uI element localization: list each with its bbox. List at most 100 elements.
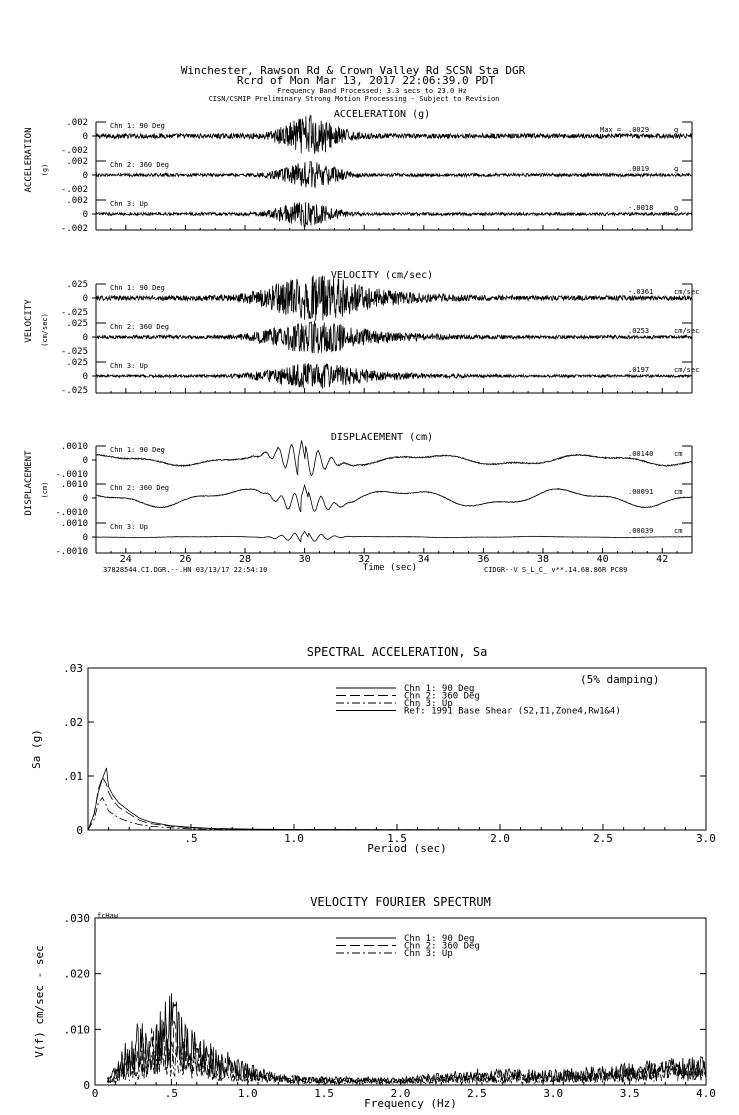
channel-trace-group: .025 0 -.025 Chn 3: Up .0197 cm/sec xyxy=(61,358,699,396)
fourier-spectrum-panel: VELOCITY FOURIER SPECTRUM 0 .010 .020 .030 0.… xyxy=(33,895,716,1110)
channel-name: Chn 3: Up xyxy=(110,362,148,370)
y-tick-label: -.0010 xyxy=(55,508,88,518)
corner-label: fcHaw xyxy=(97,912,119,920)
panel-unit-label: (cm) xyxy=(41,482,49,499)
footer-processing-code: CIDGR--V S_L_C_ v**.14.68.86R PC89 xyxy=(484,566,627,574)
y-tick-label: .002 xyxy=(66,196,88,206)
peak-unit: g xyxy=(674,126,678,134)
y-tick-label: .03 xyxy=(63,662,83,675)
x-tick-label: 40 xyxy=(597,554,609,565)
y-tick-label: 0 xyxy=(83,294,88,304)
channel-trace-group: .002 0 -.002 Chn 2: 360 Deg .0019 g xyxy=(61,157,693,195)
x-tick-label: 1.0 xyxy=(238,1087,258,1100)
y-tick-label: 0 xyxy=(83,456,88,466)
panel-unit-label: (g) xyxy=(41,164,49,177)
peak-unit: cm xyxy=(674,527,682,535)
legend-label: Chn 3: Up xyxy=(404,949,453,959)
channel-trace xyxy=(95,115,693,154)
channel-name: Chn 1: 90 Deg xyxy=(110,122,165,130)
channel-trace xyxy=(96,440,693,477)
spectrum-series xyxy=(87,767,707,831)
peak-unit: cm xyxy=(674,488,682,496)
time-series-panel: ACCELERATION (g) ACCELERATION (g) .002 0 -.00… xyxy=(24,109,693,234)
peak-value: -.0018 xyxy=(628,204,653,212)
peak-value: .00039 xyxy=(628,527,653,535)
x-tick-label: 30 xyxy=(299,554,311,565)
x-tick-label: 2.5 xyxy=(593,832,613,845)
x-tick-label: 4.0 xyxy=(696,1087,716,1100)
channel-trace xyxy=(95,202,693,227)
channel-name: Chn 3: Up xyxy=(110,523,148,531)
panel-unit-label: (cm/sec) xyxy=(41,313,49,347)
x-tick-label: 1.5 xyxy=(387,832,407,845)
channel-name: Chn 2: 360 Deg xyxy=(110,161,169,169)
chart-title: VELOCITY FOURIER SPECTRUM xyxy=(310,895,491,909)
y-tick-label: -.0010 xyxy=(55,547,88,557)
legend-label: Ref: 1991 Base Shear (S2,I1,Zone4,Rw1&4) xyxy=(404,707,621,717)
x-tick-label: 0 xyxy=(92,1087,99,1100)
spectrum-series xyxy=(87,796,707,831)
panel-side-label: DISPLACEMENT xyxy=(24,450,34,516)
channel-trace xyxy=(96,530,693,543)
x-tick-label: 32 xyxy=(358,554,370,565)
y-tick-label: 0 xyxy=(83,333,88,343)
peak-value: .00140 xyxy=(628,450,653,458)
y-tick-label: -.025 xyxy=(61,386,88,396)
header-record: Rcrd of Mon Mar 13, 2017 22:06:39.0 PDT xyxy=(237,74,496,87)
header-disclaimer: CISN/CSMIP Preliminary Strong Motion Pro… xyxy=(209,95,500,103)
header-band: Frequency Band Processed: 3.3 secs to 23… xyxy=(277,87,467,95)
peak-unit: cm/sec xyxy=(674,366,699,374)
x-tick-label: .5 xyxy=(184,832,197,845)
peak-unit: cm/sec xyxy=(674,327,699,335)
channel-trace-group: .002 0 -.002 Chn 1: 90 Deg Max = .0029 g xyxy=(61,115,693,156)
y-tick-label: -.025 xyxy=(61,308,88,318)
channel-trace xyxy=(95,320,693,354)
channel-name: Chn 1: 90 Deg xyxy=(110,446,165,454)
panel-title: VELOCITY (cm/sec) xyxy=(331,270,433,281)
channel-trace-group: .002 0 -.002 Chn 3: Up -.0018 g xyxy=(61,196,693,234)
chart-title: SPECTRAL ACCELERATION, Sa xyxy=(307,645,488,659)
legend-label: Chn 1: 90 Deg xyxy=(404,684,474,694)
panel-side-label: ACCELERATION xyxy=(24,127,34,192)
channel-trace-group: .025 0 -.025 Chn 1: 90 Deg -.0361 cm/sec xyxy=(61,275,699,321)
y-axis-label: V(f) cm/sec - sec xyxy=(33,945,46,1058)
y-tick-label: .010 xyxy=(64,1023,91,1036)
legend-label: Chn 3: Up xyxy=(404,699,453,709)
y-tick-label: .0010 xyxy=(61,519,88,529)
spectrum-series xyxy=(106,1042,707,1086)
x-tick-label: 3.5 xyxy=(620,1087,640,1100)
x-axis-label: Time (sec) xyxy=(363,563,417,573)
spectrum-series xyxy=(87,776,706,831)
y-tick-label: .025 xyxy=(66,319,88,329)
y-tick-label: -.025 xyxy=(61,347,88,357)
y-tick-label: 0 xyxy=(83,132,88,142)
peak-value: .0253 xyxy=(628,327,649,335)
channel-name: Chn 2: 360 Deg xyxy=(110,323,169,331)
x-tick-label: 36 xyxy=(477,554,489,565)
y-tick-label: -.002 xyxy=(61,146,88,156)
x-tick-label: 2.0 xyxy=(490,832,510,845)
channel-trace xyxy=(95,161,693,189)
y-tick-label: .030 xyxy=(64,912,91,925)
y-tick-label: .020 xyxy=(64,968,91,981)
y-tick-label: .0010 xyxy=(61,480,88,490)
time-series-panel: VELOCITY (cm/sec) VELOCITY (cm/sec) .025 0 -.… xyxy=(24,270,699,396)
legend-label: Chn 2: 360 Deg xyxy=(404,692,480,702)
panel-title: ACCELERATION (g) xyxy=(334,109,430,120)
x-tick-label: 3.0 xyxy=(696,832,716,845)
plot-frame xyxy=(87,667,707,831)
y-tick-label: 0 xyxy=(83,171,88,181)
y-tick-label: .002 xyxy=(66,118,88,128)
x-tick-label: 3.0 xyxy=(543,1087,563,1100)
y-tick-label: 0 xyxy=(83,210,88,220)
plot-frame xyxy=(94,917,707,1086)
x-tick-label: 1.0 xyxy=(284,832,304,845)
y-tick-label: .0010 xyxy=(61,442,88,452)
x-tick-label: 34 xyxy=(418,554,430,565)
peak-unit: g xyxy=(674,165,678,173)
spectrum-series xyxy=(106,993,707,1085)
peak-value: .00091 xyxy=(628,488,653,496)
x-axis-label: Period (sec) xyxy=(367,842,446,855)
channel-trace-group: .0010 0 -.0010 Chn 3: Up .00039 cm xyxy=(55,519,693,557)
